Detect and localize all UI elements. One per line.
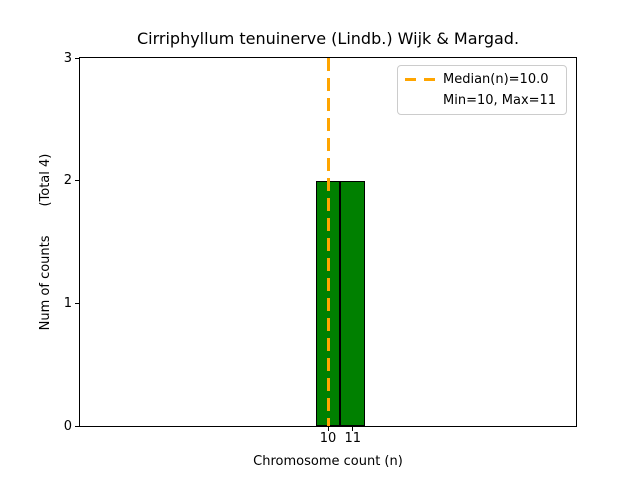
legend-handle-empty — [405, 99, 435, 102]
y-axis-label: Num of counts (Total 4) — [38, 153, 53, 331]
legend-entry-median: Median(n)=10.0 — [405, 69, 560, 90]
dashed-line-icon — [405, 78, 435, 81]
x-tick-mark — [352, 427, 354, 431]
legend-entry-minmax: Min=10, Max=11 — [405, 90, 560, 111]
plot-area: 0 1 2 3 10 11 Median(n)=10.0 Min=10, Max=11 — [64, 51, 577, 446]
median-line — [326, 58, 330, 426]
chart-title: Cirriphyllum tenuinerve (Lindb.) Wijk & … — [136, 29, 520, 48]
x-tick-label: 10 — [319, 431, 337, 446]
y-tick-mark — [75, 425, 79, 427]
x-tick-label: 11 — [344, 431, 362, 446]
histogram-bar — [340, 180, 366, 426]
x-axis-label: Chromosome count (n) — [253, 454, 403, 469]
x-tick-mark — [327, 427, 329, 431]
y-tick-mark — [75, 57, 79, 59]
y-tick-mark — [75, 302, 79, 304]
legend-label-median: Median(n)=10.0 — [443, 72, 549, 87]
legend: Median(n)=10.0 Min=10, Max=11 — [397, 65, 567, 115]
y-tick-label: 1 — [63, 295, 72, 311]
y-tick-label: 0 — [63, 418, 72, 434]
legend-label-minmax: Min=10, Max=11 — [443, 93, 557, 108]
y-tick-label: 2 — [63, 173, 72, 189]
y-tick-label: 3 — [63, 50, 72, 66]
y-tick-mark — [75, 180, 79, 182]
